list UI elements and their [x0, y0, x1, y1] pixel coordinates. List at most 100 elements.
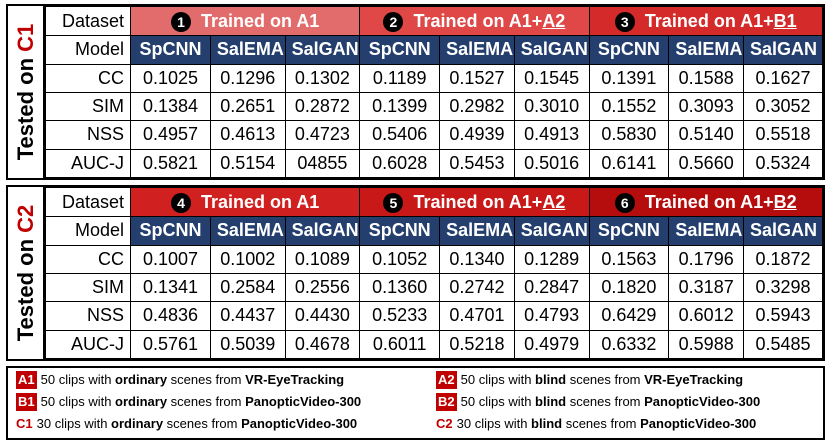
metric-value: 0.5453 [439, 148, 515, 179]
legend-source: VR-EyeTracking [245, 372, 345, 387]
metric-row: AUC-J 0.5821 0.5154 04855 0.6028 0.5453 0.5016… [44, 148, 823, 179]
legend-pre: 30 clips with [456, 416, 532, 431]
metric-value: 0.1360 [359, 272, 441, 303]
group-title: Trained on A1+A2 [413, 192, 565, 212]
model-header: SalGAN [513, 216, 590, 246]
metric-value: 0.1002 [209, 244, 286, 274]
metric-value: 0.6429 [588, 301, 670, 331]
legend-pre: 50 clips with [460, 372, 536, 387]
metric-value: 0.1552 [588, 91, 670, 122]
group-title-prefix: Trained on A1 [200, 11, 320, 32]
metric-value: 0.5016 [513, 148, 590, 179]
side-label: Tested on C2 [8, 187, 45, 359]
metric-value: 0.2872 [284, 91, 361, 122]
group-title: Trained on A1+B2 [645, 192, 797, 212]
legend-mid: scenes from [566, 394, 645, 409]
legend-item: A1 50 clips with ordinary scenes from VR-… [16, 371, 344, 389]
legend-item: A2 50 clips with blind scenes from VR-Eye… [436, 371, 743, 389]
model-header: SpCNN [130, 216, 211, 246]
legend-source: PanopticVideo-300 [640, 416, 757, 431]
group-title-suffix: A2 [542, 192, 566, 213]
model-header: SalEMA [209, 216, 286, 246]
training-group-header: 2 Trained on A1+A2 [359, 5, 590, 37]
metric-value: 0.4939 [439, 120, 515, 150]
metric-label: AUC-J [44, 329, 132, 360]
metric-row: SIM 0.1341 0.2584 0.2556 0.1360 0.2742 0.2847 0… [44, 272, 823, 303]
metric-row: AUC-J 0.5761 0.5039 0.4678 0.6011 0.5218 0.497… [44, 329, 823, 360]
metric-value: 0.4701 [439, 301, 515, 331]
legend-source: PanopticVideo-300 [241, 416, 358, 431]
group-number-badge: 4 [170, 192, 191, 213]
model-header: SalGAN [284, 35, 361, 65]
legend-kind: ordinary [115, 394, 168, 409]
metric-value: 0.2584 [209, 272, 286, 303]
group-title: Trained on A1+B1 [645, 11, 797, 31]
metric-value: 0.1340 [439, 244, 515, 274]
model-header: SpCNN [588, 35, 670, 65]
metric-value: 0.1189 [359, 63, 441, 93]
side-label-text: Tested on C2 [13, 205, 39, 342]
group-title-prefix: Trained on A1 [200, 192, 320, 213]
side-label: Tested on C1 [8, 6, 45, 178]
metric-value: 0.1007 [130, 244, 211, 274]
legend-mid: scenes from [562, 416, 641, 431]
model-header: SalGAN [743, 216, 823, 246]
side-tag: C2 [12, 204, 38, 233]
model-header: SalGAN [743, 35, 823, 65]
metric-value: 0.4723 [284, 120, 361, 150]
training-group-header: 5 Trained on A1+A2 [359, 186, 590, 218]
metric-value: 0.1796 [668, 244, 745, 274]
metric-row: SIM 0.1384 0.2651 0.2872 0.1399 0.2982 0.3010 0… [44, 91, 823, 122]
metric-value: 0.5821 [130, 148, 211, 179]
metric-value: 0.4430 [284, 301, 361, 331]
model-header: SpCNN [359, 35, 441, 65]
metric-value: 0.3298 [743, 272, 823, 303]
metric-value: 0.5761 [130, 329, 211, 360]
metric-value: 0.5830 [588, 120, 670, 150]
metric-value: 0.5943 [743, 301, 823, 331]
metric-label: NSS [44, 301, 132, 331]
side-prefix: Tested on [12, 232, 38, 342]
legend-kind: blind [535, 372, 567, 387]
metric-value: 0.5406 [359, 120, 441, 150]
metric-value: 0.5485 [743, 329, 823, 360]
group-title-prefix: Trained on A1+ [413, 11, 543, 32]
metric-value: 0.1872 [743, 244, 823, 274]
group-number-badge: 5 [383, 192, 404, 213]
legend-kind: ordinary [111, 416, 164, 431]
metric-label: CC [44, 244, 132, 274]
metric-value: 0.4613 [209, 120, 286, 150]
metric-value: 0.1527 [439, 63, 515, 93]
metric-row: NSS 0.4957 0.4613 0.4723 0.5406 0.4939 0.4913 0… [44, 120, 823, 150]
metric-value: 0.3010 [513, 91, 590, 122]
metric-value: 0.1089 [284, 244, 361, 274]
metric-value: 0.4793 [513, 301, 590, 331]
legend-item: B1 50 clips with ordinary scenes from Pan… [16, 393, 361, 411]
metric-value: 0.5154 [209, 148, 286, 179]
metric-value: 0.1820 [588, 272, 670, 303]
metric-label: SIM [44, 272, 132, 303]
metric-value: 0.2651 [209, 91, 286, 122]
metric-value: 0.1296 [209, 63, 286, 93]
group-title-prefix: Trained on A1+ [413, 192, 543, 213]
legend-mid: scenes from [167, 372, 246, 387]
dataset-label: Dataset [44, 186, 132, 218]
side-prefix: Tested on [12, 51, 38, 161]
metric-value: 0.1052 [359, 244, 441, 274]
model-header: SalEMA [439, 216, 515, 246]
model-header: SalEMA [668, 35, 745, 65]
metric-value: 0.4437 [209, 301, 286, 331]
metric-value: 0.1563 [588, 244, 670, 274]
legend-source: PanopticVideo-300 [245, 394, 362, 409]
model-header: SalGAN [513, 35, 590, 65]
side-tag: C1 [12, 23, 38, 52]
legend-tag: B2 [436, 393, 457, 411]
model-header: SalEMA [209, 35, 286, 65]
metric-value: 0.2742 [439, 272, 515, 303]
metric-value: 0.1025 [130, 63, 211, 93]
group-number-badge: 6 [614, 192, 635, 213]
legend-pre: 50 clips with [40, 372, 116, 387]
metric-label: NSS [44, 120, 132, 150]
model-header: SpCNN [359, 216, 441, 246]
metric-value: 0.1289 [513, 244, 590, 274]
